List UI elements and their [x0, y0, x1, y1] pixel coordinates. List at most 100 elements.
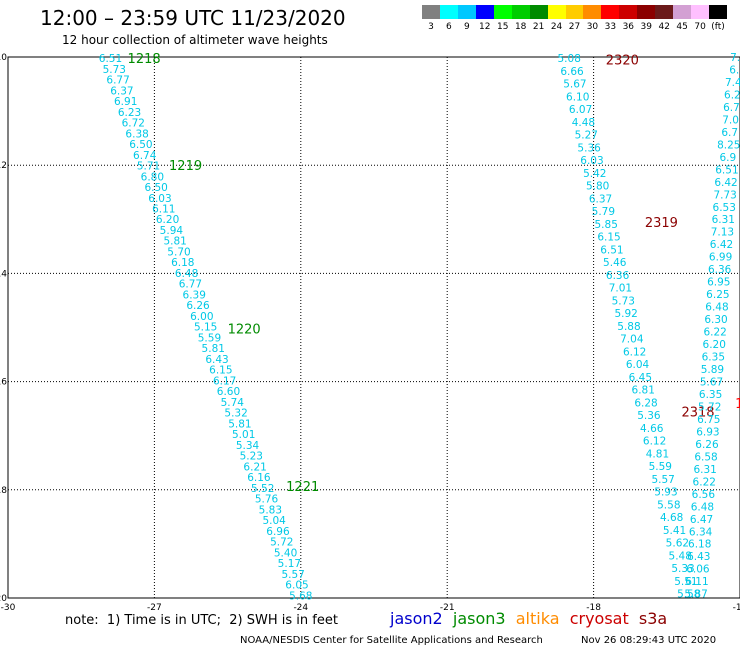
- swh-value-label: 6.04: [626, 359, 650, 371]
- y-tick-label: -20: [0, 594, 7, 604]
- swh-value-label: 5.41: [663, 525, 686, 537]
- y-tick-label: -18: [0, 486, 7, 496]
- satellite-jason3: jason3: [452, 609, 516, 628]
- satellite-legend: jason2 jason3 altika cryosat s3a: [390, 609, 667, 628]
- swh-value-label: 5.71: [137, 161, 160, 173]
- swh-value-label: 5.93: [654, 487, 677, 499]
- y-tick-label: -14: [0, 269, 7, 279]
- swh-value-label: 6.18: [688, 539, 711, 551]
- swh-value-label: 5.74: [221, 397, 245, 409]
- swh-value-label: 6.72: [122, 118, 145, 130]
- legend-swatch: [457, 5, 477, 19]
- swh-value-label: 6.35: [702, 352, 725, 364]
- swh-value-label: 7.04: [620, 334, 644, 346]
- legend-label: 39: [640, 22, 652, 32]
- swh-value-label: 6.95: [707, 277, 730, 289]
- swh-value-label: 6.15: [209, 365, 232, 377]
- swh-value-label: 4.48: [572, 117, 595, 129]
- swh-value-label: 6.7: [723, 102, 740, 114]
- footer-credit: NOAA/NESDIS Center for Satellite Applica…: [240, 635, 543, 646]
- legend-label: 15: [496, 22, 509, 32]
- swh-value-label: 6.80: [141, 171, 164, 183]
- note-text: note: 1) Time is in UTC; 2) SWH is in fe…: [65, 613, 338, 628]
- legend-swatch: [475, 5, 495, 19]
- swh-value-label: 5.67: [700, 376, 723, 388]
- x-tick-label: -15: [733, 603, 740, 612]
- swh-value-label: 5.40: [274, 547, 297, 559]
- x-tick-label: -18: [586, 603, 601, 612]
- swh-value-label: 5.80: [586, 181, 609, 193]
- swh-value-label: 6.05: [285, 580, 308, 592]
- legend-swatch: [422, 5, 441, 19]
- swh-value-label: 6.42: [710, 239, 733, 251]
- legend-label: 21: [532, 22, 545, 32]
- swh-value-label: 5.68: [289, 590, 312, 602]
- swh-value-label: 5.83: [259, 504, 282, 516]
- swh-value-label: 5.57: [651, 474, 674, 486]
- swh-value-label: 6.50: [129, 139, 152, 151]
- swh-value-label: 6.18: [171, 257, 194, 269]
- legend-label: 45: [676, 22, 688, 32]
- legend-label: 42: [658, 22, 670, 32]
- satellite-altika: altika: [515, 609, 570, 628]
- swh-value-label: 7.73: [713, 189, 736, 201]
- swh-value-label: 5.52: [251, 483, 274, 495]
- color-scale-legend: 3 6 9 12 15 18 21 24 27 30 33 36 39 42 45 70 (ft): [422, 5, 728, 35]
- swh-value-label: 5.57: [281, 569, 304, 581]
- swh-value-label: 6.74: [133, 150, 157, 162]
- time-label: 1220: [228, 323, 261, 338]
- swh-value-label: 7.13: [711, 227, 734, 239]
- swh-value-label: 6.34: [689, 526, 713, 538]
- legend-label: 33: [604, 22, 617, 32]
- swh-value-label: 6.96: [266, 526, 290, 538]
- swh-value-label: 5.27: [575, 130, 598, 142]
- swh-value-label: 5.85: [595, 219, 618, 231]
- swh-value-label: 6.43: [687, 551, 710, 563]
- swh-value-label: 5.58: [677, 589, 700, 601]
- swh-value-label: 6.03: [148, 193, 171, 205]
- y-tick-label: -16: [0, 378, 7, 388]
- altimeter-plot: -30 -27 -24 -21 -18 -15 -10 -12 -14 -16 -18 -20 6.51…: [0, 52, 740, 612]
- swh-value-label: 6.75: [697, 414, 720, 426]
- plot-frame: [7, 56, 740, 599]
- swh-value-label: 6.2: [724, 89, 740, 101]
- swh-value-label: 6.51: [99, 53, 122, 65]
- swh-value-label: 6.30: [704, 314, 727, 326]
- footer-timestamp: Nov 26 08:29:43 UTC 2020: [581, 635, 717, 646]
- swh-value-label: 6.45: [629, 372, 652, 384]
- swh-value-label: 5.76: [255, 494, 279, 506]
- swh-value-label: 5.59: [198, 332, 221, 344]
- legend-swatch: [583, 5, 602, 19]
- swh-value-label: 5.79: [592, 206, 615, 218]
- swh-value-label: 6.9: [720, 152, 737, 164]
- y-tick-label: -10: [0, 53, 7, 63]
- legend-swatch: [673, 5, 692, 19]
- swh-value-label: 6.93: [696, 426, 719, 438]
- swh-value-label: 5.08: [558, 53, 581, 65]
- swh-value-label: 6.42: [714, 177, 737, 189]
- swh-value-label: 6.16: [247, 472, 271, 484]
- satellite-jason2: jason2: [390, 609, 453, 628]
- swh-value-label: 8.25: [717, 139, 740, 151]
- swh-value-label: 4.68: [660, 512, 683, 524]
- swh-value-label: 6.06: [686, 564, 710, 576]
- swh-value-label: 5.88: [617, 321, 640, 333]
- swh-value-label: 5.34: [236, 440, 260, 452]
- swh-value-label: 6.36: [708, 264, 732, 276]
- legend-label: 12: [479, 22, 491, 32]
- swh-value-label: 6.22: [693, 476, 716, 488]
- legend-swatch: [655, 5, 674, 19]
- swh-value-label: 6.50: [144, 182, 167, 194]
- time-label: 1218: [128, 52, 161, 67]
- swh-value-label: 6.81: [632, 385, 655, 397]
- swh-value-label: 6.53: [713, 202, 736, 214]
- swh-value-label: 6.39: [183, 289, 206, 301]
- swh-value-label: 6.17: [213, 375, 236, 387]
- legend-label: 9: [463, 22, 470, 32]
- swh-value-label: 6.35: [699, 389, 722, 401]
- swh-value-label: 6.51: [715, 164, 738, 176]
- swh-value-label: 6.28: [634, 397, 657, 409]
- legend-label: (ft): [711, 22, 725, 32]
- swh-value-label: 6.58: [694, 451, 717, 463]
- swh-value-label: 6.12: [623, 346, 646, 358]
